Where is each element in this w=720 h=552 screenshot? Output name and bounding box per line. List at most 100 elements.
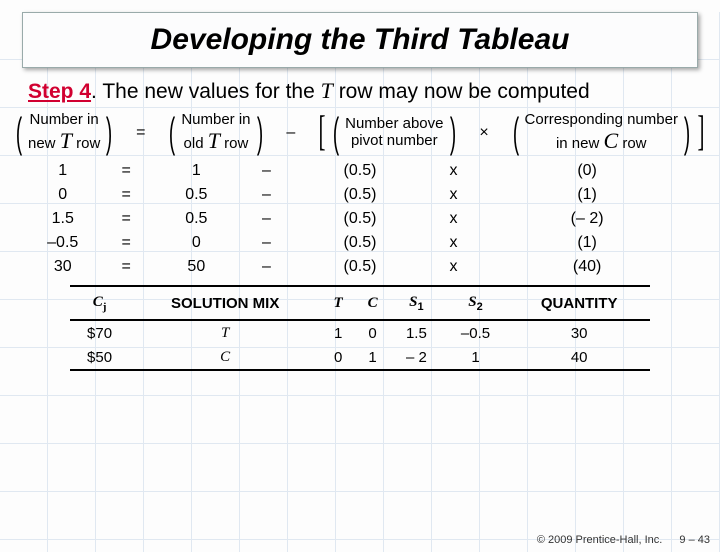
calc-cell-eq: =	[99, 183, 152, 207]
calc-cell-old: 1	[153, 159, 240, 183]
table-cell: 1.5	[390, 320, 442, 345]
col-cj: Cj	[70, 286, 129, 320]
calc-cell-x: x	[427, 255, 480, 279]
calc-cell-corr: (1)	[480, 183, 694, 207]
calc-cell-new: 1.5	[26, 207, 99, 231]
t2-l1: Number in	[181, 112, 250, 129]
step-description: Step 4. The new values for the T row may…	[28, 78, 692, 104]
col-S2: S2	[443, 286, 509, 320]
t1-l2-suf: row	[72, 135, 100, 152]
t3-l1: Number above	[345, 116, 443, 133]
bracket-sq-open: [	[319, 116, 326, 150]
calc-cell-m: –	[240, 255, 293, 279]
col-C: C	[355, 286, 390, 320]
bracket-close: )	[106, 116, 112, 150]
calc-cell-eq: =	[99, 231, 152, 255]
formula-term-4: ( Corresponding number in new C row ) ]	[509, 112, 708, 153]
table-cell: $70	[70, 320, 129, 345]
calc-cell-old: 0	[153, 231, 240, 255]
table-cell: 30	[508, 320, 650, 345]
calc-cell-corr: (1)	[480, 231, 694, 255]
table-row: $70T101.5–0.530	[70, 320, 650, 345]
t4-l1: Corresponding number	[525, 112, 678, 129]
calc-cell-new: 30	[26, 255, 99, 279]
step-var: T	[321, 78, 333, 103]
bracket-close: )	[684, 116, 690, 150]
bracket-open: (	[333, 116, 339, 150]
calc-cell-x: x	[427, 207, 480, 231]
table-cell: 1	[355, 345, 390, 370]
calc-cell-new: 1	[26, 159, 99, 183]
table-cell: 0	[321, 345, 355, 370]
t4-l2-suf: row	[618, 135, 646, 152]
t3-l2: pivot number	[345, 133, 443, 150]
calc-cell-eq: =	[99, 207, 152, 231]
calc-cell-above: (0.5)	[293, 207, 427, 231]
table-cell: 0	[355, 320, 390, 345]
calc-cell-above: (0.5)	[293, 255, 427, 279]
calc-cell-new: –0.5	[26, 231, 99, 255]
calc-cell-corr: (0)	[480, 159, 694, 183]
calc-cell-old: 50	[153, 255, 240, 279]
op-minus: –	[283, 124, 298, 142]
calc-cell-new: 0	[26, 183, 99, 207]
solution-mix-table: Cj SOLUTION MIX T C S1 S2 QUANTITY $70T1…	[70, 285, 650, 371]
t4-var: C	[603, 128, 618, 153]
col-mix: SOLUTION MIX	[129, 286, 321, 320]
calc-rows: 1=1–(0.5)x(0)0=0.5–(0.5)x(1)1.5=0.5–(0.5…	[26, 159, 694, 279]
step-label: Step 4	[28, 80, 91, 103]
formula-term-2: ( Number in old T row )	[165, 112, 266, 153]
table-row: $50C01– 2140	[70, 345, 650, 370]
t2-var: T	[208, 128, 220, 153]
calc-cell-eq: =	[99, 159, 152, 183]
table-cell: T	[129, 320, 321, 345]
calc-cell-m: –	[240, 183, 293, 207]
bracket-open: (	[16, 116, 22, 150]
calc-cell-old: 0.5	[153, 207, 240, 231]
calc-cell-m: –	[240, 231, 293, 255]
calc-cell-x: x	[427, 231, 480, 255]
formula-term-1: ( Number in new T row )	[12, 112, 116, 153]
calc-row: 0=0.5–(0.5)x(1)	[26, 183, 694, 207]
op-eq: =	[133, 124, 148, 142]
table-cell: 40	[508, 345, 650, 370]
table-cell: 1	[443, 345, 509, 370]
calc-row: 1=1–(0.5)x(0)	[26, 159, 694, 183]
calc-cell-m: –	[240, 207, 293, 231]
calc-cell-eq: =	[99, 255, 152, 279]
table-cell: –0.5	[443, 320, 509, 345]
step-text-2: row may now be computed	[333, 80, 590, 103]
calc-cell-m: –	[240, 159, 293, 183]
calc-cell-old: 0.5	[153, 183, 240, 207]
op-times: ×	[476, 124, 491, 142]
calc-cell-corr: (40)	[480, 255, 694, 279]
calc-cell-corr: (– 2)	[480, 207, 694, 231]
calc-cell-x: x	[427, 183, 480, 207]
table-cell: 1	[321, 320, 355, 345]
col-T: T	[321, 286, 355, 320]
table-cell: $50	[70, 345, 129, 370]
calc-row: 1.5=0.5–(0.5)x(– 2)	[26, 207, 694, 231]
formula-row: ( Number in new T row ) = ( Number in ol…	[12, 112, 708, 153]
calc-row: 30=50–(0.5)x(40)	[26, 255, 694, 279]
calc-cell-above: (0.5)	[293, 231, 427, 255]
bracket-open: (	[512, 116, 518, 150]
table-cell: – 2	[390, 345, 442, 370]
calc-cell-x: x	[427, 159, 480, 183]
copyright: © 2009 Prentice-Hall, Inc.	[537, 534, 663, 546]
col-qty: QUANTITY	[508, 286, 650, 320]
calc-row: –0.5=0–(0.5)x(1)	[26, 231, 694, 255]
bracket-close: )	[256, 116, 262, 150]
calc-cell-above: (0.5)	[293, 159, 427, 183]
slide-title: Developing the Third Tableau	[22, 12, 698, 68]
col-S1: S1	[390, 286, 442, 320]
calc-cell-above: (0.5)	[293, 183, 427, 207]
formula-term-3: [ ( Number above pivot number )	[315, 116, 459, 150]
t1-var: T	[60, 128, 72, 153]
table-cell: C	[129, 345, 321, 370]
t1-l2-pre: new	[28, 135, 60, 152]
t2-l2-pre: old	[184, 135, 208, 152]
t4-l2-pre: in new	[556, 135, 604, 152]
bracket-close: )	[449, 116, 455, 150]
bracket-sq-close: ]	[697, 116, 704, 150]
